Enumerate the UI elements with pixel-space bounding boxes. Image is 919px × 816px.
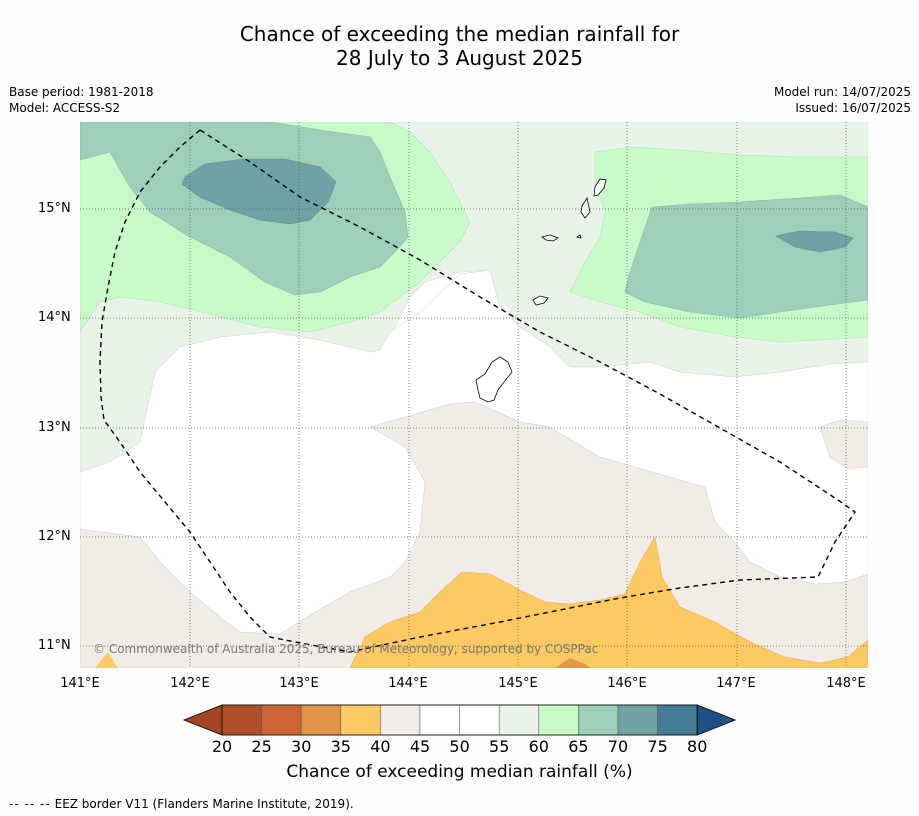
- island-guam: [475, 356, 513, 403]
- lon-label-145: 145°E: [498, 676, 538, 691]
- colorbar-segment: [340, 704, 381, 736]
- contour-35-40-west: [95, 652, 118, 668]
- base-period: Base period: 1981-2018: [9, 85, 154, 99]
- eez-legend-dash: -- -- --: [9, 797, 51, 811]
- copyright-text: © Commonwealth of Australia 2025, Bureau…: [93, 642, 599, 656]
- island-aguijan: [593, 178, 607, 197]
- colorbar-tick-label: 75: [647, 737, 668, 756]
- colorbar-tick-label: 70: [607, 737, 629, 756]
- colorbar-segment: [419, 704, 460, 736]
- colorbar-segment: [300, 704, 342, 736]
- map-panel[interactable]: [80, 122, 868, 668]
- lon-label-143: 143°E: [279, 676, 319, 691]
- colorbar-tick-label: 45: [409, 737, 431, 756]
- island-anatahan: [576, 234, 582, 239]
- contour-70-75-west: [181, 158, 337, 225]
- colorbar-segment: [657, 704, 698, 736]
- colorbar-segment: [380, 704, 421, 736]
- colorbar-tick-label: 80: [687, 737, 708, 756]
- colorbar-tick-label: 35: [330, 737, 351, 756]
- graticule: [80, 122, 868, 668]
- colorbar-tick-label: 60: [528, 737, 549, 756]
- colorbar-label: Chance of exceeding median rainfall (%): [286, 762, 633, 782]
- contour-70-75-east: [775, 230, 854, 253]
- model-run: Model run: 14/07/2025: [773, 85, 911, 99]
- eez-legend-text: EEZ border V11 (Flanders Marine Institut…: [54, 797, 354, 811]
- map-title: Chance of exceeding the median rainfall …: [0, 22, 919, 70]
- title-line-2: 28 July to 3 August 2025: [336, 46, 583, 70]
- meta-right: Model run: 14/07/2025 Issued: 16/07/2025: [774, 84, 911, 116]
- colorbar-segment: [578, 704, 619, 736]
- lon-label-146: 146°E: [607, 676, 647, 691]
- lon-label-141: 141°E: [60, 676, 100, 691]
- colorbar-tick-label: 65: [568, 737, 589, 756]
- colorbar-segment: [617, 704, 658, 736]
- colorbar-tick-label: 50: [449, 737, 470, 756]
- colorbar-segment: [459, 704, 500, 736]
- colorbar-tick-label: 20: [211, 737, 233, 756]
- colorbar-tick-label: 25: [251, 737, 272, 756]
- contour-50-55-inner: [80, 269, 868, 635]
- colorbar-tick-label: 30: [291, 737, 312, 756]
- lat-label-12: 12°N: [38, 529, 71, 544]
- island-saipan: [580, 196, 591, 219]
- colorbar-segment: [261, 704, 302, 736]
- contour-30-35: [555, 658, 590, 668]
- lon-label-144: 144°E: [388, 676, 428, 691]
- colorbar-tick-label: 40: [370, 737, 391, 756]
- contour-35-40: [349, 536, 868, 668]
- colorbar-outline: [221, 704, 698, 736]
- colorbar-arrow-high: [696, 704, 737, 736]
- map-svg: [80, 122, 868, 668]
- lat-label-15: 15°N: [38, 201, 71, 216]
- colorbar-arrow-low: [182, 704, 223, 736]
- eez-legend: -- -- -- EEZ border V11 (Flanders Marine …: [9, 797, 354, 811]
- eez-border: [99, 129, 856, 653]
- lat-label-13: 13°N: [38, 420, 71, 435]
- lon-label-147: 147°E: [716, 676, 756, 691]
- lat-label-11: 11°N: [38, 638, 71, 653]
- island-outlines: [475, 178, 607, 403]
- lon-label-148: 148°E: [826, 676, 866, 691]
- lat-label-14: 14°N: [38, 310, 71, 325]
- colorbar-segment: [498, 704, 540, 736]
- issued-date: Issued: 16/07/2025: [795, 101, 911, 115]
- island-rota: [532, 295, 549, 306]
- model-name: Model: ACCESS-S2: [9, 101, 121, 115]
- colorbar-segment: [538, 704, 579, 736]
- colorbar-segment: [221, 704, 262, 736]
- colorbar-tick-label: 55: [489, 737, 510, 756]
- island-tinian: [541, 234, 559, 242]
- contour-65-70-east: [624, 194, 868, 319]
- title-line-1: Chance of exceeding the median rainfall …: [239, 22, 680, 46]
- lon-label-142: 142°E: [170, 676, 210, 691]
- colorbar: [182, 704, 737, 736]
- meta-left: Base period: 1981-2018 Model: ACCESS-S2: [9, 84, 154, 116]
